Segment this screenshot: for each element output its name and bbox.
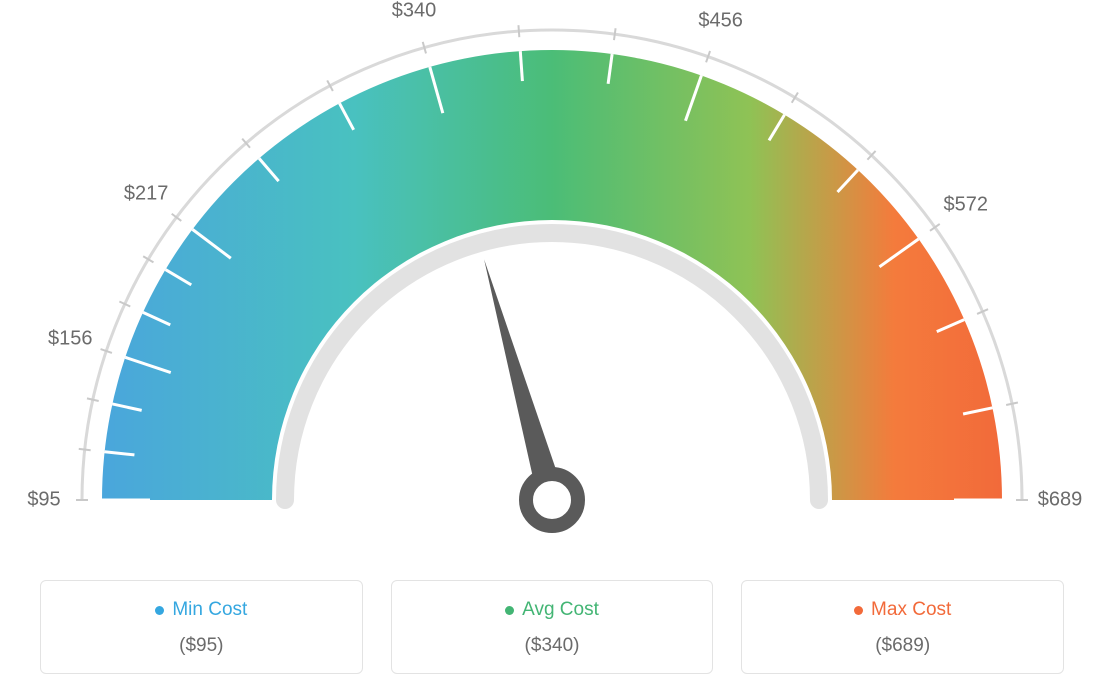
- legend-value-max: ($689): [752, 635, 1053, 657]
- tick-label: $689: [1038, 489, 1083, 512]
- legend-row: Min Cost ($95) Avg Cost ($340) Max Cost …: [0, 580, 1104, 674]
- legend-dot-avg: [505, 606, 514, 615]
- legend-title-min: Min Cost: [155, 599, 247, 621]
- chart-container: $95 $156 $217 $340 $456 $572 $689 Min Cost ($9…: [0, 0, 1104, 690]
- legend-title-avg: Avg Cost: [505, 599, 599, 621]
- legend-dot-min: [155, 606, 164, 615]
- tick-label: $156: [48, 327, 93, 350]
- legend-card-avg: Avg Cost ($340): [391, 580, 714, 674]
- gauge-svg: [0, 0, 1104, 560]
- legend-value-min: ($95): [51, 635, 352, 657]
- legend-dot-max: [854, 606, 863, 615]
- legend-label-min: Min Cost: [172, 599, 247, 621]
- tick-label: $456: [698, 9, 743, 32]
- tick-label: $95: [27, 489, 60, 512]
- tick-label: $340: [392, 0, 437, 23]
- legend-value-avg: ($340): [402, 635, 703, 657]
- tick-label: $217: [124, 183, 169, 206]
- legend-title-max: Max Cost: [854, 599, 951, 621]
- gauge-area: $95 $156 $217 $340 $456 $572 $689: [0, 0, 1104, 560]
- tick-label: $572: [944, 194, 989, 217]
- legend-label-avg: Avg Cost: [522, 599, 599, 621]
- legend-label-max: Max Cost: [871, 599, 951, 621]
- legend-card-max: Max Cost ($689): [741, 580, 1064, 674]
- legend-card-min: Min Cost ($95): [40, 580, 363, 674]
